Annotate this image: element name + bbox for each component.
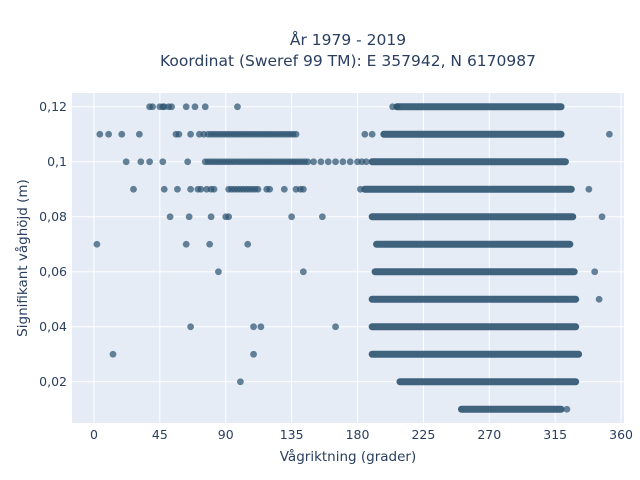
chart-title-line2: Koordinat (Sweref 99 TM): E 357942, N 61… <box>160 52 536 70</box>
x-axis-title: Vågriktning (grader) <box>280 448 417 465</box>
data-point <box>250 350 257 358</box>
data-point <box>595 295 603 303</box>
y-tick-label: 0,02 <box>39 374 67 389</box>
data-point <box>168 103 175 111</box>
data-point <box>339 158 347 166</box>
data-point <box>250 323 257 331</box>
y-axis-title: Signifikant våghöjd (m) <box>14 179 31 337</box>
x-axis-ticks: 0 45 90 135 180 225 270 315 360 <box>90 427 633 442</box>
data-point <box>605 130 613 138</box>
data-point <box>310 158 317 166</box>
data-point <box>122 158 130 166</box>
data-point <box>159 158 167 166</box>
data-point <box>318 213 326 221</box>
data-point <box>93 240 101 248</box>
data-point <box>187 323 194 331</box>
data-point <box>184 158 192 166</box>
data-point <box>182 103 190 111</box>
data-point <box>185 213 193 221</box>
data-point <box>174 185 181 193</box>
data-point <box>299 185 307 193</box>
data-point <box>304 158 312 166</box>
data-point <box>234 103 241 111</box>
data-point <box>225 213 233 221</box>
data-point <box>166 213 174 221</box>
data-point <box>317 158 325 166</box>
data-point <box>236 378 244 386</box>
data-point <box>357 185 364 193</box>
data-point <box>210 185 218 193</box>
y-tick-label: 0,08 <box>39 209 67 224</box>
data-point <box>332 323 339 331</box>
x-tick-label: 90 <box>218 427 234 442</box>
data-point <box>244 240 252 248</box>
data-points <box>93 103 613 413</box>
data-point <box>257 323 265 331</box>
y-tick-label: 0,12 <box>39 99 67 114</box>
data-point <box>563 405 571 413</box>
data-point <box>266 185 274 193</box>
data-point <box>135 130 143 138</box>
data-point <box>362 158 370 166</box>
x-tick-label: 180 <box>346 427 370 442</box>
data-point <box>332 158 339 166</box>
data-point <box>598 213 606 221</box>
y-tick-label: 0,1 <box>47 154 67 169</box>
x-tick-label: 135 <box>280 427 304 442</box>
data-point <box>109 350 117 358</box>
data-point <box>187 185 194 193</box>
data-point <box>254 185 262 193</box>
data-point <box>137 158 145 166</box>
x-tick-label: 45 <box>152 427 168 442</box>
data-point <box>146 158 154 166</box>
data-point <box>206 240 214 248</box>
data-point <box>591 268 599 276</box>
data-point <box>292 130 300 138</box>
x-tick-label: 270 <box>477 427 501 442</box>
data-point <box>149 103 156 111</box>
data-point <box>96 130 104 138</box>
data-point <box>393 103 401 111</box>
x-tick-label: 315 <box>543 427 567 442</box>
data-point <box>207 213 215 221</box>
y-axis-ticks: 0,02 0,04 0,06 0,08 0,1 0,12 <box>39 99 67 389</box>
x-tick-label: 225 <box>411 427 435 442</box>
chart-title-line1: År 1979 - 2019 <box>290 30 406 49</box>
data-point <box>201 103 209 111</box>
data-point <box>197 185 205 193</box>
data-point <box>346 158 354 166</box>
data-point <box>175 130 183 138</box>
data-point <box>324 158 332 166</box>
data-point <box>105 130 113 138</box>
data-point <box>299 268 307 276</box>
data-point <box>191 103 199 111</box>
data-point <box>118 130 126 138</box>
data-point <box>182 240 190 248</box>
data-point <box>368 130 376 138</box>
data-point <box>215 268 222 276</box>
data-point <box>130 185 137 193</box>
x-tick-label: 0 <box>90 427 98 442</box>
y-tick-label: 0,04 <box>39 319 67 334</box>
plot-area <box>72 93 624 423</box>
data-point <box>280 185 288 193</box>
data-point <box>160 185 168 193</box>
data-point <box>585 185 593 193</box>
y-tick-label: 0,06 <box>39 264 67 279</box>
x-tick-label: 360 <box>609 427 633 442</box>
data-point <box>187 130 194 138</box>
data-point <box>361 130 369 138</box>
data-point <box>288 213 296 221</box>
